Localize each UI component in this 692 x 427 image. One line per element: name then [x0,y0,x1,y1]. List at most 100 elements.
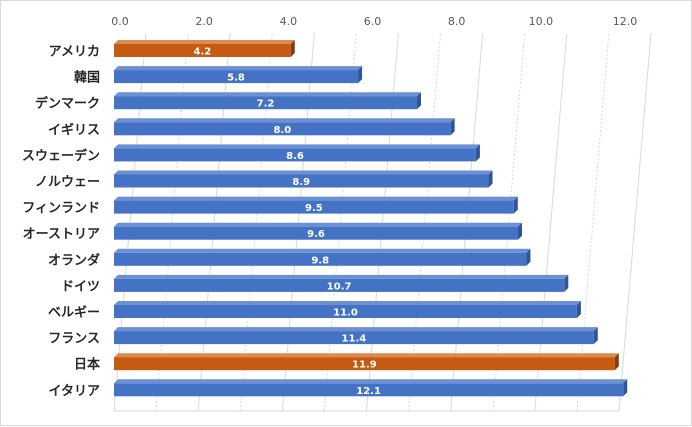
bar-side-face [576,301,581,318]
bar-side-face [614,353,619,371]
bar-side-face [593,327,598,345]
bar: 9.5 [114,196,518,214]
category-label: ノルウェー [35,175,100,190]
gridlines [113,32,652,412]
bar-value-label: 5.8 [227,73,245,84]
x-tick-label: 10.0 [529,15,554,28]
bar-side-face [358,66,363,84]
bar-value-label: 8.0 [273,125,291,136]
category-label: オーストリア [23,227,100,242]
bar-value-label: 9.6 [307,229,325,240]
bar-front-face [114,226,518,240]
bar-top-face [114,327,598,332]
bar: 8.0 [114,118,455,136]
bar-value-label: 7.2 [257,99,275,110]
bar-value-label: 4.2 [194,47,212,58]
bars: 4.2 5.8 7.2 8.0 8.6 8.9 9.5 9.6 9.8 10.7 11.0 11.4 1… [114,40,628,397]
bar-front-face [114,148,476,162]
bar-top-face [114,248,531,253]
bar-top-face [114,92,421,97]
bar: 5.8 [114,66,363,84]
category-label: ベルギー [48,305,100,321]
bar-top-face [114,301,581,305]
category-label: アメリカ [49,45,100,60]
category-label: イギリス [48,122,100,138]
bar-side-face [450,118,455,136]
bar-side-face [513,196,518,214]
bar-top-face [114,144,480,149]
bar-value-label: 11.4 [342,334,367,345]
bar-top-face [114,40,295,44]
bar-value-label: 11.0 [333,308,358,319]
bar-front-face [114,278,565,292]
bar-side-face [518,222,522,240]
bar: 11.0 [114,301,581,319]
bar-top-face [114,118,455,123]
gridline-minor [576,32,610,412]
bar-front-face [114,305,577,318]
bar-front-face [114,383,624,397]
gridline-major [618,32,652,412]
category-label: フランス [48,332,100,347]
bar: 11.4 [114,327,598,345]
x-axis-ticks: 0.0 2.0 4.0 6.0 8.0 10.0 12.0 [111,15,637,28]
bar-front-face [114,252,527,266]
category-label: スウェーデン [22,148,100,164]
bar-top-face [114,170,493,175]
bar-side-face [623,379,628,397]
bar-top-face [114,196,518,201]
bar: 8.9 [114,170,493,188]
bar: 10.7 [114,274,569,292]
x-tick-label: 8.0 [448,15,466,28]
gridline-minor [492,32,526,412]
x-tick-label: 0.0 [111,15,129,28]
bar-value-label: 9.5 [305,203,323,214]
category-label: 日本 [74,357,100,373]
bar-top-face [114,222,522,227]
bar-top-face [114,353,619,358]
x-tick-label: 6.0 [364,15,382,28]
category-label: オランダ [48,252,100,268]
category-label: フィンランド [22,201,100,216]
bar-side-face [417,92,421,110]
bar-front-face [114,70,359,84]
bar-side-face [526,248,531,266]
bar: 12.1 [114,379,628,397]
category-labels: アメリカ韓国デンマークイギリススウェーデンノルウェーフィンランドオーストリアオラ… [22,45,100,399]
bar-value-label: 11.9 [352,360,377,371]
bar: 7.2 [114,92,421,110]
bar: 9.8 [114,248,531,266]
gridline-minor [408,32,442,412]
bar-value-label: 8.9 [292,177,310,188]
bar-front-face [114,122,451,136]
bar-top-face [114,66,363,71]
bar-value-label: 12.1 [356,386,381,397]
bar-value-label: 10.7 [327,281,352,292]
bar-front-face [114,357,615,371]
x-tick-label: 4.0 [280,15,298,28]
bar: 8.6 [114,144,480,162]
bar-side-face [564,274,569,292]
bar-value-label: 9.8 [311,255,329,266]
bar-top-face [114,274,569,279]
x-tick-label: 2.0 [195,15,213,28]
bar: 4.2 [114,40,295,58]
bar-top-face [114,379,628,384]
bar-front-face [114,200,514,214]
category-label: イタリア [49,384,100,399]
bar-side-face [488,170,493,188]
category-label: デンマーク [35,96,100,112]
gridline-major [450,32,484,412]
category-label: ドイツ [61,279,100,294]
bar-front-face [114,44,291,57]
bar: 11.9 [114,353,619,371]
bar-value-label: 8.6 [286,151,304,162]
x-tick-label: 12.0 [613,15,638,28]
gridline-major [534,32,568,412]
bar-front-face [114,174,489,188]
bar-side-face [290,40,295,57]
bar-front-face [114,331,594,345]
category-label: 韓国 [74,70,100,86]
